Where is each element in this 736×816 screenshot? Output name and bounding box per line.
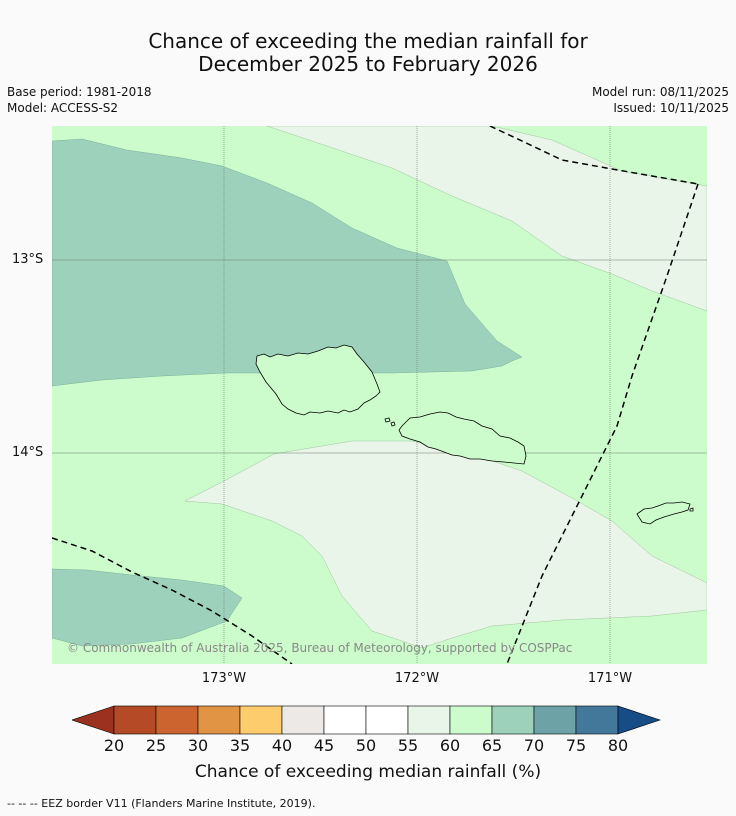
chart-title: Chance of exceeding the median rainfall … (0, 30, 736, 76)
colorbar-cell (491, 705, 535, 735)
colorbar-tick-label: 20 (103, 736, 125, 755)
colorbar-tick-label: 65 (481, 736, 503, 755)
zone-55-60-lower-center (184, 440, 707, 649)
title-line-2: December 2025 to February 2026 (198, 52, 538, 76)
colorbar-tick-label: 45 (313, 736, 335, 755)
colorbar-cell (533, 705, 577, 735)
colorbar-cell (197, 705, 241, 735)
eez-border-southwest (52, 537, 293, 664)
colorbar-cell (407, 705, 451, 735)
lon-label-172w: 172°W (394, 671, 440, 686)
colorbar-cell (575, 705, 619, 735)
zone-65-70-upper-left (52, 138, 523, 387)
island-aunuu (689, 507, 694, 512)
eez-footnote: -- -- -- EEZ border V11 (Flanders Marine… (7, 797, 316, 810)
colorbar-tick-label: 40 (271, 736, 293, 755)
colorbar-tick-label: 55 (397, 736, 419, 755)
eez-border-upper (489, 126, 699, 185)
island-upolu (398, 411, 527, 465)
colorbar-arrow-high (617, 705, 661, 735)
colorbar-arrow-low (72, 705, 115, 735)
colorbar-cell (113, 705, 157, 735)
colorbar-cell (449, 705, 493, 735)
copyright-notice: © Commonwealth of Australia 2025, Bureau… (67, 641, 573, 655)
lat-label-14s: 14°S (12, 445, 44, 460)
map-panel[interactable] (52, 126, 707, 664)
model-name: Model: ACCESS-S2 (7, 101, 119, 115)
colorbar-title: Chance of exceeding median rainfall (%) (194, 762, 542, 782)
colorbar-cell (365, 705, 409, 735)
colorbar-tick-label: 60 (439, 736, 461, 755)
colorbar-tick-label: 25 (145, 736, 167, 755)
meta-right: Model run: 08/11/2025 Issued: 10/11/2025 (592, 84, 729, 116)
lon-label-173w: 173°W (201, 671, 247, 686)
lat-label-13s: 13°S (12, 252, 44, 267)
zone-65-70-lower-left (52, 568, 243, 647)
colorbar (72, 705, 661, 735)
island-manono (384, 417, 391, 423)
colorbar-cell (281, 705, 325, 735)
colorbar-tick-label: 35 (229, 736, 251, 755)
colorbar-tick-label: 70 (523, 736, 545, 755)
lon-label-171w: 171°W (587, 671, 633, 686)
colorbar-cell (239, 705, 283, 735)
colorbar-tick-label: 80 (607, 736, 629, 755)
colorbar-cell (323, 705, 367, 735)
island-savaii (255, 344, 381, 416)
colorbar-tick-label: 75 (565, 736, 587, 755)
island-apolima (390, 421, 396, 427)
title-line-1: Chance of exceeding the median rainfall … (148, 29, 588, 53)
island-tutuila (636, 501, 691, 525)
colorbar-tick-label: 50 (355, 736, 377, 755)
meta-left: Base period: 1981-2018 Model: ACCESS-S2 (7, 84, 152, 116)
zone-55-60-upper-right (266, 126, 707, 312)
issued-date: Issued: 10/11/2025 (613, 101, 729, 115)
model-run: Model run: 08/11/2025 (591, 85, 729, 99)
colorbar-cell (155, 705, 199, 735)
eez-border-east (506, 183, 699, 664)
base-period: Base period: 1981-2018 (7, 85, 152, 99)
map-canvas (52, 126, 707, 664)
colorbar-tick-label: 30 (187, 736, 209, 755)
